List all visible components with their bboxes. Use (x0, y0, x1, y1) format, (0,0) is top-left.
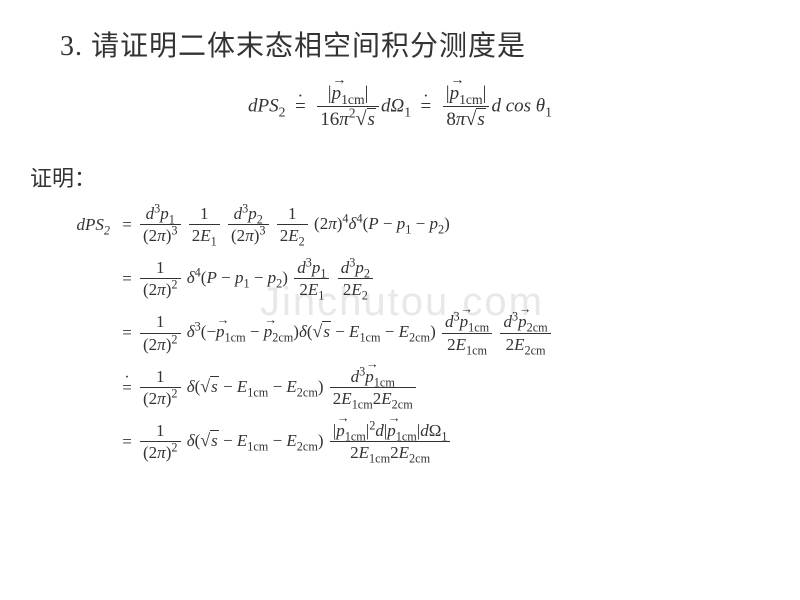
row-equals: = (116, 215, 138, 235)
dOmega: dΩ (381, 96, 404, 117)
row-equals: = (116, 432, 138, 452)
pi2: π (456, 109, 466, 130)
top-formula: dPS2 = |p1cm| 16π2√s dΩ1 = |p1cm| 8π√s d… (30, 82, 770, 133)
derivation-row: =1(2π)2 δ(√s − E1cm − E2cm) |p1cm|2d|p1c… (30, 420, 770, 464)
rel-doteq-1: = (295, 96, 306, 119)
row-equals: = (116, 269, 138, 289)
row-lhs: dPS2 (30, 215, 116, 235)
frac-1: |p1cm| 16π2√s (317, 82, 379, 133)
proof-label: 证明： (30, 161, 770, 193)
rel-doteq-2: = (421, 96, 432, 119)
den-16: 16 (320, 109, 339, 130)
page-content: 3. 请证明二体末态相空间积分测度是 dPS2 = |p1cm| 16π2√s … (0, 0, 800, 464)
vec-p2: p (450, 83, 460, 104)
derivation-row: =1(2π)2 δ3(−p1cm − p2cm)δ(√s − E1cm − E2… (30, 311, 770, 355)
row-rhs: 1(2π)2 δ4(P − p1 − p2) d3p12E1 d3p22E2 (138, 257, 770, 301)
row-rhs: 1(2π)2 δ(√s − E1cm − E2cm) d3p1cm2E1cm2E… (138, 366, 770, 410)
row-rhs: d3p1(2π)3 12E1 d3p2(2π)3 12E2 (2π)4δ4(P … (138, 203, 770, 247)
dcostheta-sub: 1 (545, 104, 552, 119)
sqrt-s2: s (477, 109, 484, 130)
problem-title: 3. 请证明二体末态相空间积分测度是 (60, 24, 770, 64)
row-equals: = (116, 378, 138, 398)
dOmega-sub: 1 (404, 104, 411, 119)
vec-p2-sub: 1cm (459, 92, 483, 107)
dcostheta: d cos θ (491, 96, 545, 117)
pi1: π (339, 109, 349, 130)
row-rhs: 1(2π)2 δ3(−p1cm − p2cm)δ(√s − E1cm − E2c… (138, 311, 770, 355)
row-equals: = (116, 323, 138, 343)
derivation-row: dPS2=d3p1(2π)3 12E1 d3p2(2π)3 12E2 (2π)4… (30, 203, 770, 247)
frac-2: |p1cm| 8π√s (443, 82, 490, 133)
pi1-exp: 2 (349, 105, 356, 120)
derivation-row: =1(2π)2 δ(√s − E1cm − E2cm) d3p1cm2E1cm2… (30, 366, 770, 410)
row-rhs: 1(2π)2 δ(√s − E1cm − E2cm) |p1cm|2d|p1cm… (138, 420, 770, 464)
derivation-block: dPS2=d3p1(2π)3 12E1 d3p2(2π)3 12E2 (2π)4… (30, 203, 770, 465)
den-8: 8 (446, 109, 456, 130)
derivation-row: =1(2π)2 δ4(P − p1 − p2) d3p12E1 d3p22E2 (30, 257, 770, 301)
vec-p: p (332, 83, 342, 104)
lhs-sub: 2 (279, 104, 286, 119)
lhs-symbol: dPS (248, 96, 279, 117)
sqrt-s1: s (368, 109, 375, 130)
